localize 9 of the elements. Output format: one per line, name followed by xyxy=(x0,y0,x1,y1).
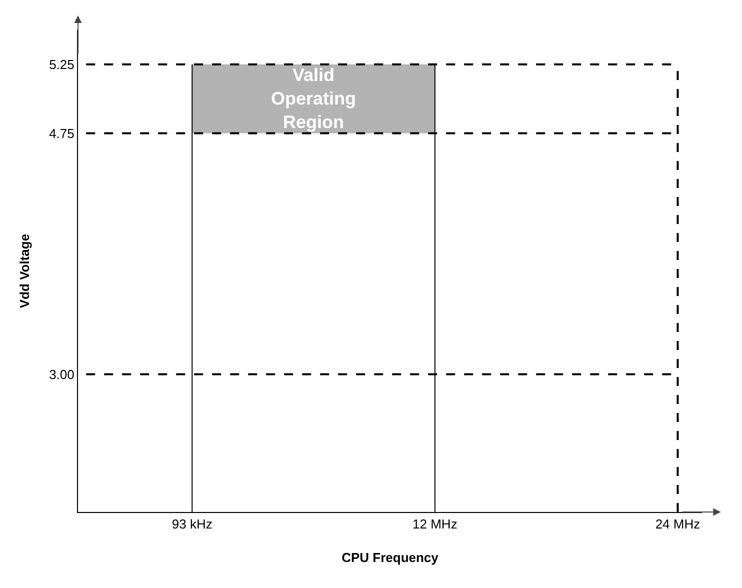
x-tick-label: 12 MHz xyxy=(412,516,458,532)
y-tick-label: 3.00 xyxy=(49,366,74,382)
y-tick-label: 4.75 xyxy=(49,126,74,141)
y-tick-label: 5.25 xyxy=(49,56,74,72)
x-tick-label: 93 kHz xyxy=(172,516,212,532)
x-tick-label: 24 MHz xyxy=(655,516,700,532)
band-label: Valid Operating Region xyxy=(271,65,356,132)
x-axis-title: CPU Frequency xyxy=(342,550,440,566)
y-axis-title: Vdd Voltage xyxy=(17,234,32,308)
